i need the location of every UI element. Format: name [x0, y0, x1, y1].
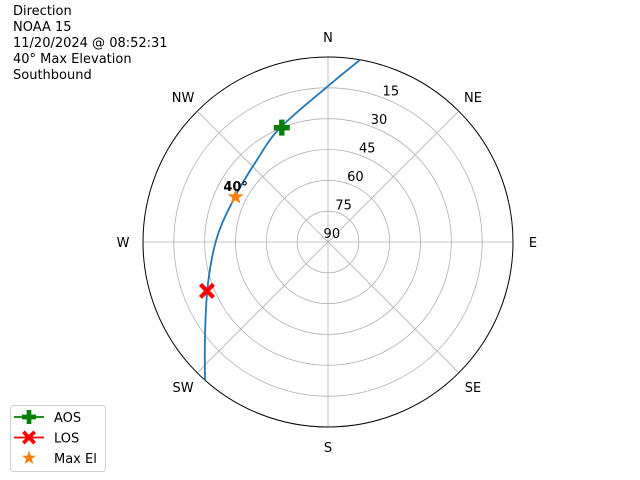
direction-label: NE — [464, 91, 482, 106]
grid-ring — [265, 179, 391, 305]
direction-label: NW — [172, 91, 195, 106]
direction-label: W — [117, 236, 130, 251]
x-shape — [198, 282, 215, 299]
max-elevation-annotation: 40° — [223, 180, 248, 195]
max-el-marker — [22, 450, 36, 464]
grid-ring — [296, 210, 360, 274]
legend-label: LOS — [54, 432, 79, 447]
chart-title: Direction NOAA 15 11/20/2024 @ 08:52:31 … — [13, 4, 168, 84]
title-line: NOAA 15 — [13, 20, 72, 35]
los-marker — [22, 430, 36, 445]
grid-ring — [235, 149, 421, 335]
legend-label: Max El — [54, 452, 97, 467]
direction-label: N — [323, 31, 333, 46]
title-line: Direction — [13, 4, 72, 19]
x-shape — [22, 430, 36, 445]
legend: AOS LOS Max El — [10, 405, 106, 472]
elevation-tick-label: 45 — [359, 141, 376, 156]
direction-label: S — [324, 441, 332, 456]
legend-label: AOS — [54, 411, 81, 426]
grid-ring — [173, 87, 483, 397]
aos-marker — [273, 119, 290, 136]
direction-label: E — [529, 236, 537, 251]
max-el-marker — [227, 188, 244, 204]
elevation-tick-label: 60 — [347, 170, 364, 185]
elevation-tick-label: 15 — [383, 84, 400, 99]
satellite-track-line — [203, 59, 361, 381]
direction-label: SE — [465, 381, 481, 396]
elevation-tick-label: 30 — [371, 113, 388, 128]
title-line: 11/20/2024 @ 08:52:31 — [13, 36, 168, 51]
star-shape — [22, 450, 36, 464]
elevation-tick-label: 90 — [324, 227, 341, 242]
direction-label: SW — [172, 381, 193, 396]
star-shape — [227, 188, 244, 204]
elevation-tick-label: 75 — [335, 198, 352, 213]
aos-marker — [22, 410, 36, 424]
plus-shape — [273, 119, 290, 136]
title-line: Southbound — [13, 68, 92, 83]
los-marker — [198, 282, 215, 299]
title-line: 40° Max Elevation — [13, 52, 132, 67]
grid-ring — [204, 118, 452, 366]
polar-outline — [142, 56, 514, 428]
plus-shape — [22, 410, 36, 424]
legend-frame — [10, 405, 106, 472]
